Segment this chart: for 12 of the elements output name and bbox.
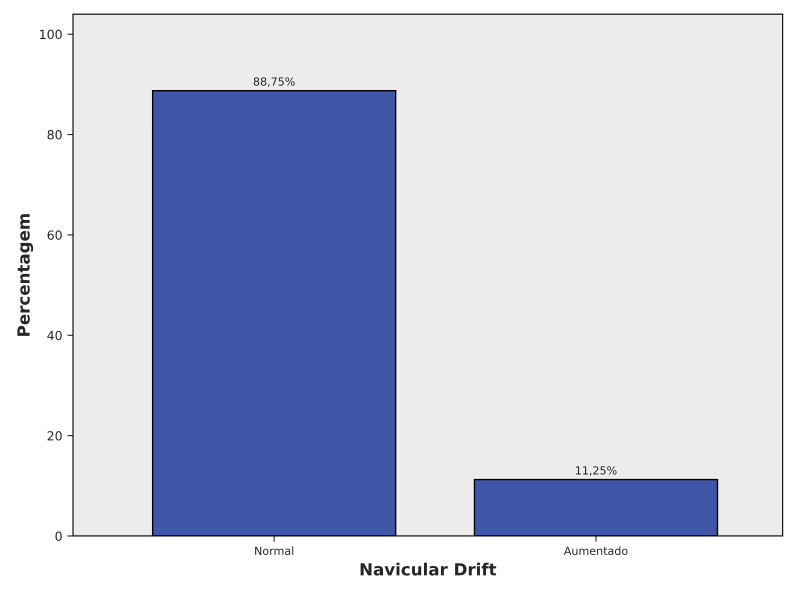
text: 11,25%: [576, 466, 617, 476]
y-tick-label: 100: [40, 30, 62, 40]
x-tick-label: Normal: [255, 546, 294, 556]
y-tick-label: 20: [48, 431, 62, 441]
x-axis-title: Navicular Drift: [360, 562, 496, 576]
y-tick-label: 40: [47, 330, 62, 340]
text: 88,75%: [254, 77, 295, 87]
y-axis-title: Percentagem: [17, 214, 34, 336]
y-tick-label: 60: [48, 230, 62, 240]
x-tick-label: Aumentado: [564, 546, 628, 556]
y-tick-label: 0: [55, 531, 62, 541]
y-tick-label: 80: [48, 130, 62, 140]
